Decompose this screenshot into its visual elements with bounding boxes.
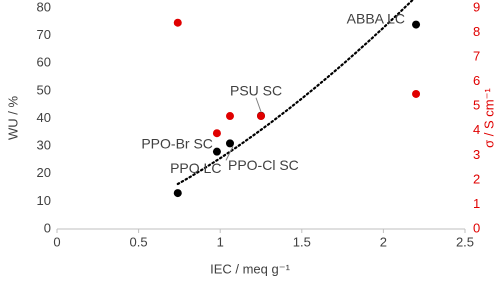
point-label: PPO LC [170,160,221,176]
point [212,147,221,156]
y-tick-label: 30 [37,138,51,153]
y-tick-label: 70 [37,27,51,42]
y2-tick-label: 6 [473,73,480,88]
point [173,189,182,198]
y2-tick-label: 0 [473,220,480,235]
x-tick-label: 1 [217,234,224,249]
x-tick-label: 0 [53,234,60,249]
y2-tick-label: 2 [473,171,480,186]
y2-tick-label: 4 [473,122,480,137]
point [257,112,265,121]
y-tick-label: 0 [44,220,51,235]
y2-tick-label: 3 [473,147,480,162]
x-tick-label: 0.5 [130,234,148,249]
point-label: PPO-Cl SC [228,157,299,173]
leader-line [225,146,234,161]
y2-tick-label: 1 [473,196,480,211]
y2-tick-label: 9 [473,0,480,14]
y-tick-label: 50 [37,82,51,97]
point [225,139,234,148]
y-tick-label: 60 [37,55,51,70]
x-tick-label: 2.5 [456,234,474,249]
x-tick-label: 2 [380,234,387,249]
y-axis-title: WU / % [5,96,20,140]
x-tick-label: 1.5 [293,234,311,249]
point [412,20,421,29]
point [173,18,182,27]
y2-tick-label: 5 [473,98,480,113]
y2-axis-title: σ / S cm⁻¹ [481,88,496,148]
point-label: PSU SC [230,82,282,98]
point-label: PPO-Br SC [141,135,213,151]
leader-line [255,97,262,112]
x-axis-title: IEC / meq g⁻¹ [210,261,290,276]
y-tick-label: 10 [37,193,51,208]
y-tick-label: 80 [37,0,51,14]
point-label: ABBA LC [347,10,405,26]
point [412,89,421,98]
point [225,112,234,121]
trendline [176,0,415,186]
point [212,129,221,138]
y-tick-label: 20 [37,165,51,180]
y2-tick-label: 8 [473,24,480,39]
y2-tick-label: 7 [473,49,480,64]
y-tick-label: 40 [37,110,51,125]
